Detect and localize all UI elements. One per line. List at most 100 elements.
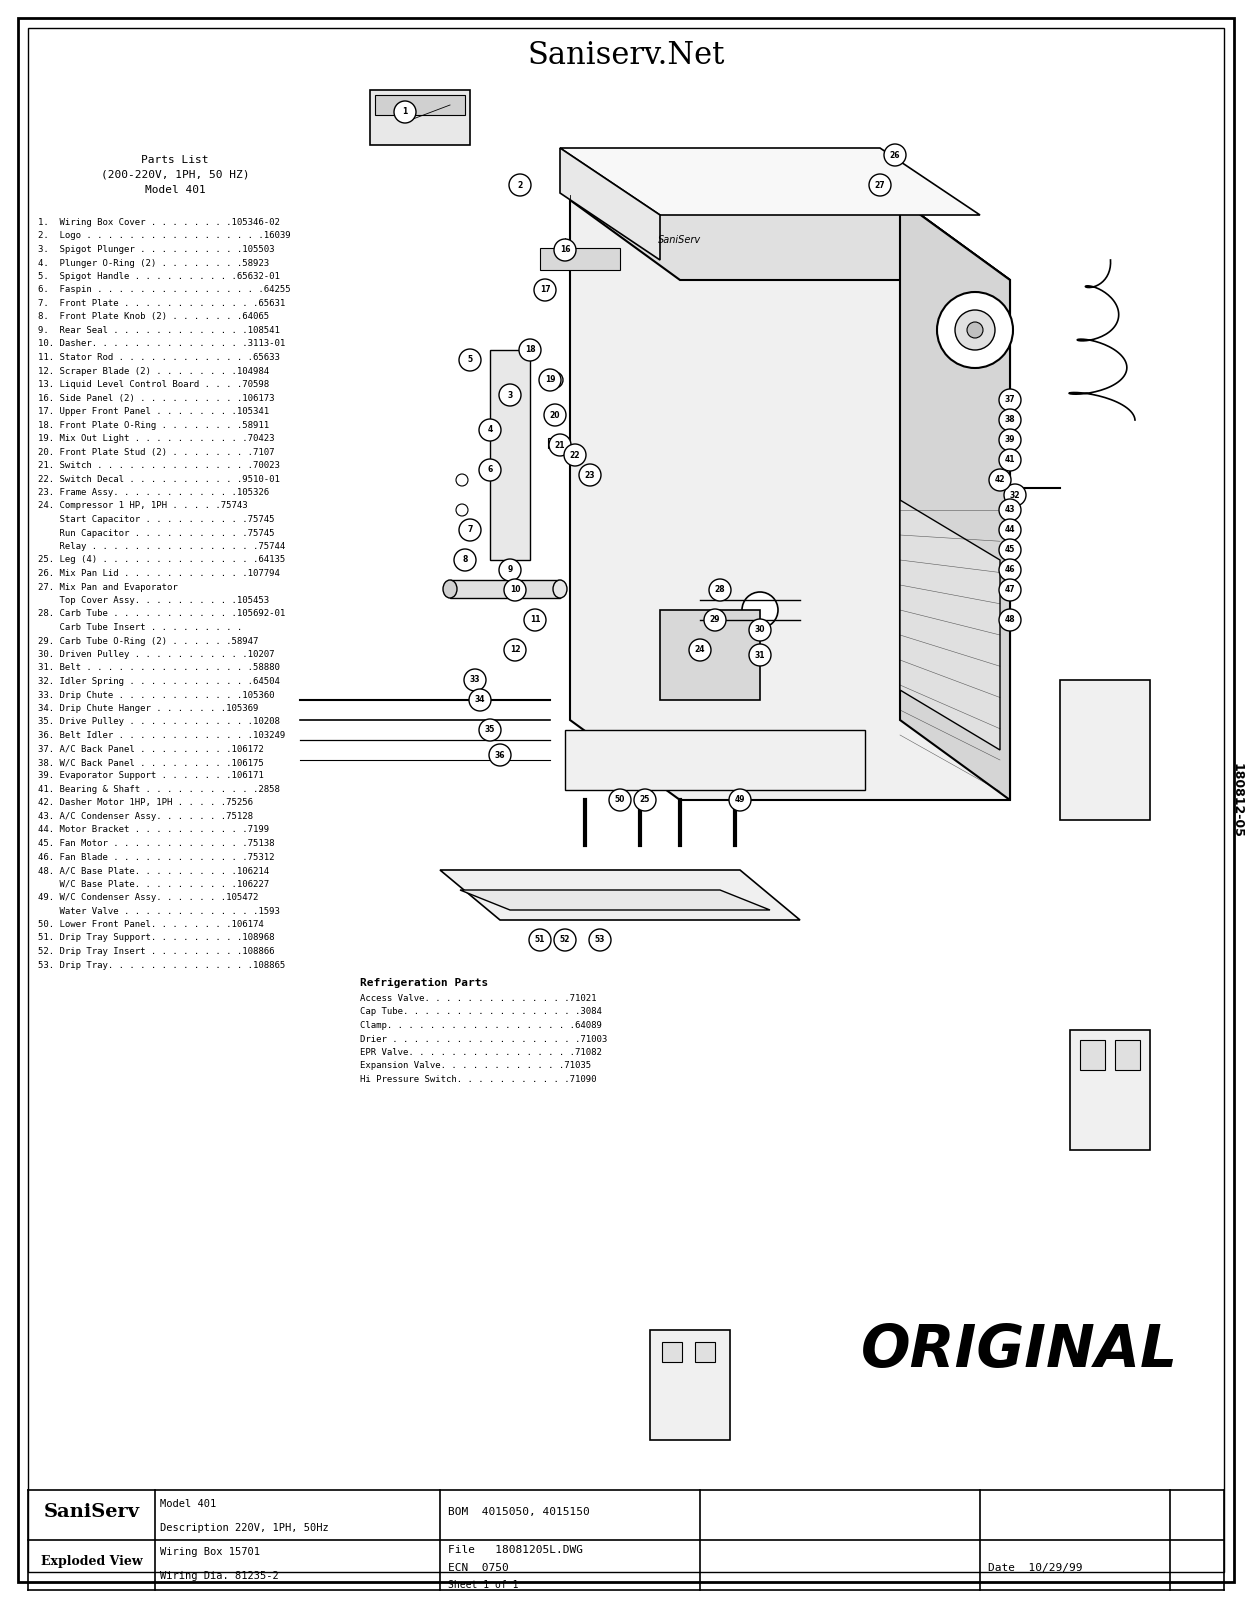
Text: 45: 45: [1005, 546, 1015, 555]
Text: 36: 36: [495, 750, 506, 760]
Polygon shape: [490, 350, 530, 560]
Bar: [695, 1342, 715, 1362]
Circle shape: [500, 384, 521, 406]
Polygon shape: [900, 200, 1010, 800]
Text: 27: 27: [875, 181, 885, 189]
Text: 12. Scraper Blade (2) . . . . . . . .104984: 12. Scraper Blade (2) . . . . . . . .104…: [38, 366, 269, 376]
Text: Date  10/29/99: Date 10/29/99: [988, 1563, 1083, 1573]
Text: 13. Liquid Level Control Board . . . .70598: 13. Liquid Level Control Board . . . .70…: [38, 379, 269, 389]
Text: 7.  Front Plate . . . . . . . . . . . . .65631: 7. Front Plate . . . . . . . . . . . . .…: [38, 299, 285, 307]
Text: 19: 19: [545, 376, 555, 384]
Circle shape: [999, 610, 1020, 630]
Circle shape: [608, 789, 631, 811]
Text: 49: 49: [735, 795, 745, 805]
Circle shape: [535, 278, 556, 301]
Text: 53. Drip Tray. . . . . . . . . . . . . .108865: 53. Drip Tray. . . . . . . . . . . . . .…: [38, 960, 285, 970]
Text: Cap Tube. . . . . . . . . . . . . . . . .3084: Cap Tube. . . . . . . . . . . . . . . . …: [361, 1008, 602, 1016]
Circle shape: [704, 610, 726, 630]
Bar: [1116, 1040, 1141, 1070]
Circle shape: [553, 238, 576, 261]
Circle shape: [967, 322, 983, 338]
Circle shape: [729, 789, 751, 811]
Text: 21. Switch . . . . . . . . . . . . . . .70023: 21. Switch . . . . . . . . . . . . . . .…: [38, 461, 280, 470]
Text: 17. Upper Front Panel . . . . . . . .105341: 17. Upper Front Panel . . . . . . . .105…: [38, 406, 269, 416]
Circle shape: [749, 619, 771, 642]
Text: 46. Fan Blade . . . . . . . . . . . . .75312: 46. Fan Blade . . . . . . . . . . . . .7…: [38, 853, 274, 861]
Text: 9: 9: [507, 565, 512, 574]
Text: 28: 28: [715, 586, 725, 595]
Circle shape: [459, 518, 481, 541]
Text: 47: 47: [1004, 586, 1015, 595]
Text: 11: 11: [530, 616, 541, 624]
Circle shape: [530, 930, 551, 950]
Circle shape: [999, 410, 1020, 430]
Text: 26: 26: [890, 150, 900, 160]
Circle shape: [480, 459, 501, 482]
Circle shape: [500, 558, 521, 581]
Circle shape: [999, 518, 1020, 541]
Text: 44. Motor Bracket . . . . . . . . . . .7199: 44. Motor Bracket . . . . . . . . . . .7…: [38, 826, 269, 835]
Bar: [1070, 1030, 1151, 1150]
Text: 19. Mix Out Light . . . . . . . . . . .70423: 19. Mix Out Light . . . . . . . . . . .7…: [38, 434, 274, 443]
Text: 18. Front Plate O-Ring . . . . . . . .58911: 18. Front Plate O-Ring . . . . . . . .58…: [38, 421, 269, 429]
Circle shape: [634, 789, 656, 811]
Circle shape: [999, 499, 1020, 522]
Circle shape: [999, 579, 1020, 602]
Text: 48. A/C Base Plate. . . . . . . . . .106214: 48. A/C Base Plate. . . . . . . . . .106…: [38, 866, 269, 875]
Text: 48: 48: [1004, 616, 1015, 624]
Circle shape: [480, 419, 501, 442]
Text: 29. Carb Tube O-Ring (2) . . . . . .58947: 29. Carb Tube O-Ring (2) . . . . . .5894…: [38, 637, 258, 645]
Text: File   18081205L.DWG: File 18081205L.DWG: [448, 1546, 583, 1555]
Circle shape: [505, 579, 526, 602]
Text: 20: 20: [550, 411, 560, 419]
Text: 22. Switch Decal . . . . . . . . . . .9510-01: 22. Switch Decal . . . . . . . . . . .95…: [38, 475, 280, 483]
Circle shape: [1004, 483, 1025, 506]
Circle shape: [999, 558, 1020, 581]
Text: 41: 41: [1005, 456, 1015, 464]
Text: Access Valve. . . . . . . . . . . . . .71021: Access Valve. . . . . . . . . . . . . .7…: [361, 994, 596, 1003]
Text: 3: 3: [507, 390, 512, 400]
Circle shape: [742, 592, 777, 627]
Text: 7: 7: [467, 525, 473, 534]
Text: 23: 23: [585, 470, 595, 480]
Text: 29: 29: [710, 616, 720, 624]
Text: 26. Mix Pan Lid . . . . . . . . . . . .107794: 26. Mix Pan Lid . . . . . . . . . . . .1…: [38, 570, 280, 578]
Text: Start Capacitor . . . . . . . . . .75745: Start Capacitor . . . . . . . . . .75745: [38, 515, 274, 525]
Text: 52: 52: [560, 936, 570, 944]
Text: 41. Bearing & Shaft . . . . . . . . . . .2858: 41. Bearing & Shaft . . . . . . . . . . …: [38, 786, 280, 794]
Text: Water Valve . . . . . . . . . . . . .1593: Water Valve . . . . . . . . . . . . .159…: [38, 907, 280, 915]
Circle shape: [588, 930, 611, 950]
Circle shape: [525, 610, 546, 630]
Bar: [548, 438, 563, 448]
Text: 6.  Faspin . . . . . . . . . . . . . . . .64255: 6. Faspin . . . . . . . . . . . . . . . …: [38, 285, 290, 294]
Ellipse shape: [553, 579, 567, 598]
Text: 53: 53: [595, 936, 605, 944]
Text: 5: 5: [467, 355, 472, 365]
Text: 33: 33: [470, 675, 481, 685]
Text: 31: 31: [755, 651, 765, 659]
Circle shape: [709, 579, 731, 602]
Circle shape: [936, 291, 1013, 368]
Text: 50. Lower Front Panel. . . . . . . .106174: 50. Lower Front Panel. . . . . . . .1061…: [38, 920, 264, 930]
Bar: [376, 94, 464, 115]
Text: Relay . . . . . . . . . . . . . . . .75744: Relay . . . . . . . . . . . . . . . .757…: [38, 542, 285, 550]
Text: 52. Drip Tray Insert . . . . . . . . .108866: 52. Drip Tray Insert . . . . . . . . .10…: [38, 947, 274, 955]
Text: 37. A/C Back Panel . . . . . . . . .106172: 37. A/C Back Panel . . . . . . . . .1061…: [38, 744, 264, 754]
Text: SaniServ: SaniServ: [659, 235, 701, 245]
Text: 23. Frame Assy. . . . . . . . . . . .105326: 23. Frame Assy. . . . . . . . . . . .105…: [38, 488, 269, 498]
Text: 42: 42: [995, 475, 1005, 485]
Text: Wiring Box 15701: Wiring Box 15701: [160, 1547, 260, 1557]
Circle shape: [955, 310, 995, 350]
Text: 24: 24: [695, 645, 705, 654]
Circle shape: [520, 339, 541, 362]
Text: 30. Driven Pulley . . . . . . . . . . .10207: 30. Driven Pulley . . . . . . . . . . .1…: [38, 650, 274, 659]
Text: 9.  Rear Seal . . . . . . . . . . . . .108541: 9. Rear Seal . . . . . . . . . . . . .10…: [38, 326, 280, 334]
Text: 27. Mix Pan and Evaporator: 27. Mix Pan and Evaporator: [38, 582, 178, 592]
Text: 51: 51: [535, 936, 545, 944]
Circle shape: [454, 549, 476, 571]
Polygon shape: [560, 149, 980, 214]
Bar: [371, 90, 470, 146]
Text: Drier . . . . . . . . . . . . . . . . . .71003: Drier . . . . . . . . . . . . . . . . . …: [361, 1035, 607, 1043]
Text: 51. Drip Tray Support. . . . . . . . .108968: 51. Drip Tray Support. . . . . . . . .10…: [38, 933, 274, 942]
Circle shape: [545, 403, 566, 426]
